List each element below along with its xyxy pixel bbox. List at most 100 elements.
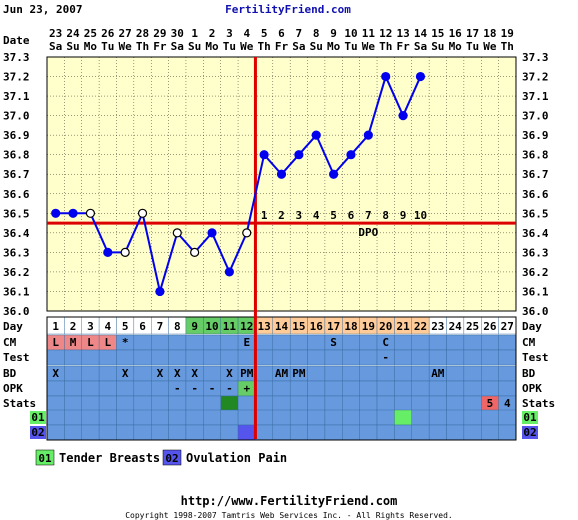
temperature-point: [259, 150, 269, 160]
y-tick-right: 36.4: [522, 227, 549, 240]
y-tick-right: 36.0: [522, 305, 549, 318]
row-cell: [342, 334, 360, 351]
row-cell: [133, 424, 152, 441]
y-tick-right: 36.2: [522, 266, 549, 279]
row-label-swatch: [30, 426, 46, 439]
row-cell: [203, 334, 221, 351]
row-cell: [498, 409, 517, 426]
row-cell: [342, 349, 360, 366]
row-cell: [255, 395, 274, 412]
row-cell-value: 8: [174, 320, 181, 333]
row-cell: [185, 395, 204, 412]
row-cell: [446, 424, 465, 441]
dpo-tick: 3: [296, 209, 303, 222]
row-label-right: Test: [522, 351, 549, 364]
row-cell: [151, 395, 169, 412]
row-cell-value: 18: [344, 320, 357, 333]
row-cell: [237, 409, 256, 426]
weekday-tick: Fr: [396, 40, 410, 53]
temperature-point: [329, 169, 339, 179]
y-tick-right: 37.3: [522, 51, 549, 64]
date-tick: 8: [313, 27, 320, 40]
row-cell: [394, 395, 412, 412]
row-cell-value: 22: [414, 320, 427, 333]
row-cell: [324, 349, 343, 366]
row-cell-value: 11: [223, 320, 237, 333]
row-cell: [255, 365, 274, 382]
row-cell: [220, 424, 239, 441]
row-label-swatch: [521, 411, 538, 424]
weekday-tick: Fr: [275, 40, 289, 53]
y-tick-left: 37.0: [3, 110, 30, 123]
weekday-tick: We: [362, 40, 376, 53]
row-cell: [428, 409, 447, 426]
y-tick-left: 37.2: [3, 71, 30, 84]
row-cell: [359, 349, 378, 366]
row-cell-value: 25: [466, 320, 479, 333]
row-cell-value: -: [382, 351, 389, 364]
row-cell: [446, 334, 465, 351]
row-cell: [289, 349, 308, 366]
row-cell: [428, 380, 447, 397]
row-label-swatch: [30, 411, 46, 424]
row-cell: [98, 380, 117, 397]
date-tick: 26: [101, 27, 115, 40]
row-cell: [481, 380, 499, 397]
row-label-right: Stats: [522, 397, 555, 410]
row-cell: [307, 409, 326, 426]
temperature-point: [103, 247, 113, 257]
row-label-right: 01: [523, 411, 537, 424]
date-tick: 9: [330, 27, 337, 40]
row-cell-value: 12: [240, 320, 253, 333]
temperature-point: [294, 150, 304, 160]
row-cell: [168, 334, 187, 351]
row-label-right: OPK: [522, 382, 542, 395]
row-cell: [237, 349, 256, 366]
row-cell: [98, 365, 117, 382]
y-tick-right: 36.3: [522, 246, 549, 259]
date-tick: 16: [449, 27, 463, 40]
row-cell: [359, 395, 378, 412]
row-cell: [463, 334, 482, 351]
row-cell: [133, 409, 152, 426]
dpo-tick: 9: [400, 209, 407, 222]
row-cell: [359, 334, 378, 351]
row-cell: [498, 334, 517, 351]
row-cell: [220, 349, 239, 366]
temperature-point: [190, 247, 200, 257]
row-label-left: BD: [3, 367, 17, 380]
row-cell: [46, 409, 65, 426]
temperature-point: [68, 208, 78, 218]
row-cell: [394, 409, 412, 426]
y-tick-right: 36.8: [522, 149, 549, 162]
date-tick: 13: [396, 27, 409, 40]
temperature-point: [346, 150, 356, 160]
row-cell: [46, 349, 65, 366]
y-tick-left: 36.3: [3, 246, 30, 259]
row-cell-value: +: [243, 382, 250, 395]
dpo-tick: 2: [278, 209, 285, 222]
row-cell: [376, 365, 395, 382]
weekday-tick: Tu: [101, 40, 114, 53]
row-cell: [411, 365, 430, 382]
row-cell-value: 6: [139, 320, 146, 333]
row-cell: [289, 424, 308, 441]
y-tick-right: 36.6: [522, 188, 549, 201]
row-cell: [446, 380, 465, 397]
row-cell: [168, 424, 187, 441]
row-cell: [98, 424, 117, 441]
row-cell: [203, 395, 221, 412]
row-cell: [255, 380, 274, 397]
temperature-point: [51, 208, 61, 218]
row-cell-value: X: [191, 367, 198, 380]
row-cell: [64, 409, 82, 426]
row-cell: [376, 395, 395, 412]
row-cell: [133, 334, 152, 351]
row-cell: [411, 349, 430, 366]
row-cell: [255, 409, 274, 426]
row-cell: [446, 409, 465, 426]
row-cell-value: L: [52, 336, 59, 349]
row-cell-value: -: [191, 382, 198, 395]
row-cell-value: 4: [504, 397, 511, 410]
